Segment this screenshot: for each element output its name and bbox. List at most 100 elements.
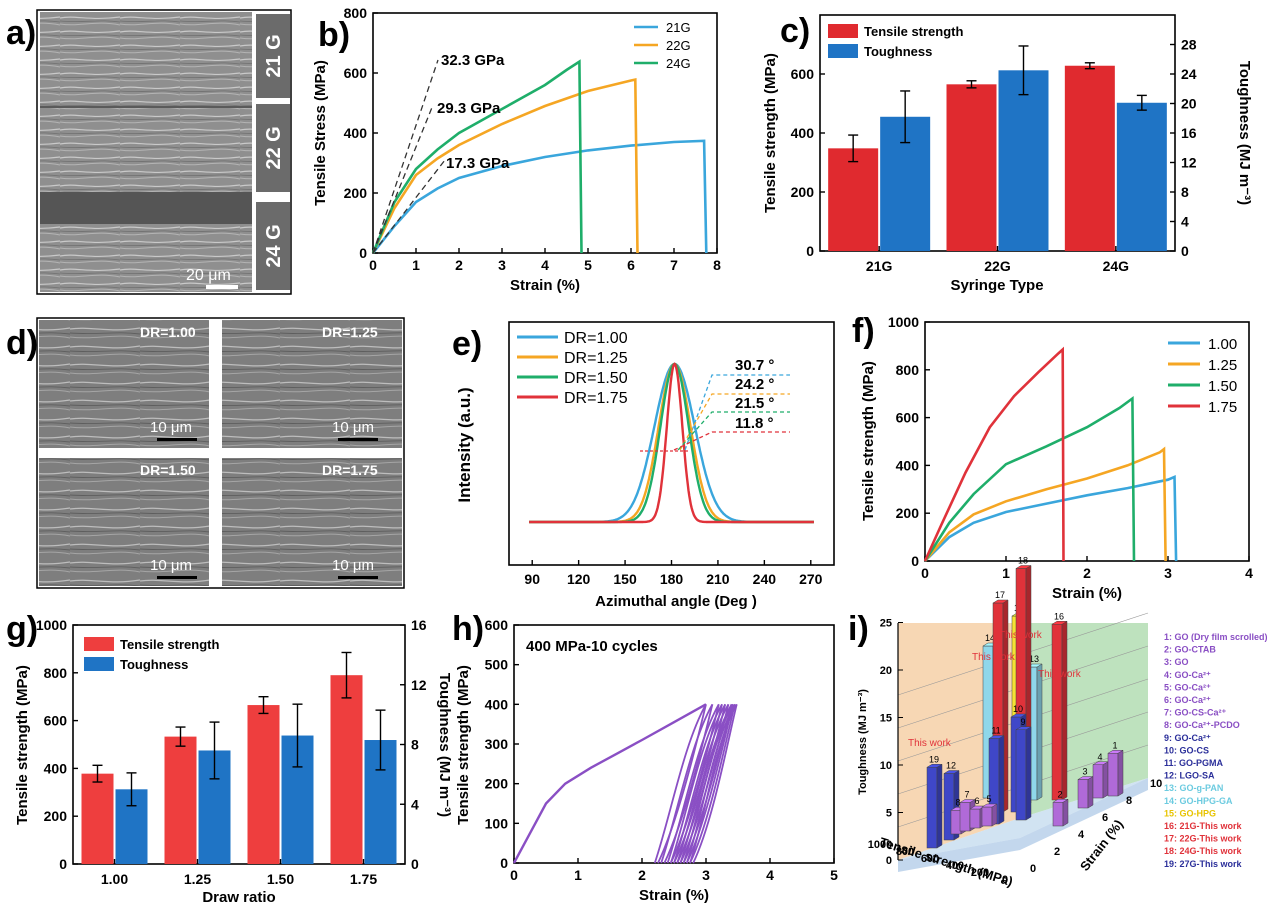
legend-entry: 9: GO-Ca²⁺ [1164,733,1211,743]
panel-label-a: a) [6,14,36,52]
y-axis-label-f: Tensile strength (MPa) [860,361,877,521]
legend-c: Tensile strength Toughness [828,24,964,59]
x-ticks-i: 1000 800 600 400 200 0 [868,839,1008,886]
dr-label: DR=1.25 [322,324,378,340]
bar-front [981,806,993,827]
bar-front [1077,779,1089,809]
scale-bar [157,438,197,441]
bar-top [1015,565,1032,569]
z-tick-label: 10 [880,760,892,772]
x-tick-label: 180 [660,571,684,587]
y-tick-label: 400 [485,696,509,712]
x-tick-label: 24G [1103,258,1130,274]
bar-tensile-strength [828,148,879,251]
z-tick-label: 15 [880,713,892,725]
scale-bar-label: 10 μm [332,419,374,436]
modulus-line-22g [372,104,434,254]
annotation-29-3-gpa: 29.3 GPa [437,100,501,117]
legend-entry: 16: 21G-This work [1164,821,1243,831]
annotation-32-3-gpa: 32.3 GPa [441,52,505,69]
panel-d: DR=1.00 DR=1.25 DR=1.50 DR=1.75 10 μm 10… [6,317,405,589]
y-tick-label: 24 [1181,66,1197,82]
y-tick-label: 0 [359,245,367,261]
legend-entry: 8: GO-Ca²⁺-PCDO [1164,720,1240,730]
legend-e: DR=1.00 DR=1.25 DR=1.50 DR=1.75 [517,330,628,407]
bar-tensile-strength [81,773,114,864]
y-ticks-c: 0 200 400 600 [791,66,825,259]
y-tick-label: 4 [411,796,419,812]
x-tick-label: 4 [541,257,549,273]
legend-f: 1.00 1.25 1.50 1.75 [1168,336,1237,416]
legend-entry: 13: GO-g-PAN [1164,783,1223,793]
bar-top [1051,621,1068,625]
bar-front [950,810,962,835]
y-tick-label: 400 [44,760,68,776]
y-tick-label: 12 [1181,155,1197,171]
legend-entry: 6: GO-Ca²⁺ [1164,695,1211,705]
panel-label-d: d) [6,324,38,362]
legend-label: 1.50 [1208,378,1237,395]
bar-3d-5: 5 [981,794,998,827]
y-tick-label: 200 [791,184,815,200]
bar-toughness [1116,102,1167,251]
x-tick-label: 1.25 [184,871,211,887]
bar-top [926,764,943,768]
bar-label: 11 [991,726,1000,736]
legend-entry: 1: GO (Dry film scrolled) [1164,632,1268,642]
z-tick-label: 0 [886,855,892,867]
y-tick-label: 28 [1181,37,1197,53]
legend-entry: 18: 24G-This work [1164,846,1243,856]
bars-c [828,45,1167,252]
cycle-loading [676,703,730,864]
panel-a: 21 G 22 G 24 G 20 μm a) [6,9,292,295]
y-tick-label: 600 [344,65,368,81]
bar-label: 12 [946,761,956,771]
y-tick-label: 0 [59,856,67,872]
panel-label-f: f) [852,312,875,350]
cycle-loading [653,703,707,864]
legend-label: 22G [666,38,691,53]
bar-side [1117,749,1124,797]
loading-curve [512,703,707,864]
legend-entry: 12: LGO-SA [1164,771,1215,781]
y-tick-label: 100 [485,815,509,831]
x-ticks-h: 0 1 2 3 4 5 [510,858,838,883]
series-line-22G [371,78,639,254]
y-tick-label: 4 [1181,214,1189,230]
z-tick-label: 0 [1030,863,1036,875]
series-line-21G [371,139,708,254]
x-tick-label: 90 [524,571,540,587]
y-tick-label: 800 [896,362,920,378]
legend-entry: 5: GO-Ca²⁺ [1164,682,1211,692]
fwhm-label: 11.8 ° [735,415,774,432]
strip-label-21g: 21 G [263,34,285,77]
bar-front [959,802,971,832]
scale-bar-label: 10 μm [150,557,192,574]
legend-label: DR=1.50 [564,370,628,387]
x-tick-label: 5 [584,257,592,273]
cycle-unloading [689,704,736,864]
y-tick-label: 800 [44,665,68,681]
z-tick-label: 20 [880,665,892,677]
y2-axis-label-c: Toughness (MJ m⁻³) [1236,61,1253,205]
this-work-label: This work [999,630,1043,641]
x-tick-label: 1.50 [267,871,294,887]
legend-entry: 15: GO-HPG [1164,808,1216,818]
sem-strip-24g [40,224,252,292]
scale-bar-label: 20 μm [186,267,231,284]
dr-label: DR=1.50 [140,462,196,478]
panel-label-i: i) [848,610,869,648]
bar-label: 4 [1097,752,1102,762]
bar-front [926,767,938,849]
x-tick-label: 2 [638,867,646,883]
modulus-line-24g [372,59,439,254]
bar-label: 9 [1020,717,1025,727]
x-ticks-e: 90 120 150 180 210 240 270 [524,560,823,587]
panel-label-b: b) [318,16,350,54]
chart-title-h: 400 MPa-10 cycles [526,638,658,655]
series-line-DR=1.75 [529,362,814,524]
bar-label: 10 [1013,704,1023,714]
panel-b: b) 0 1 2 3 4 5 6 7 8 0 200 400 600 800 32.3 GPa 29.3… [312,5,721,294]
bar-3d-16: 16 [1051,611,1068,801]
